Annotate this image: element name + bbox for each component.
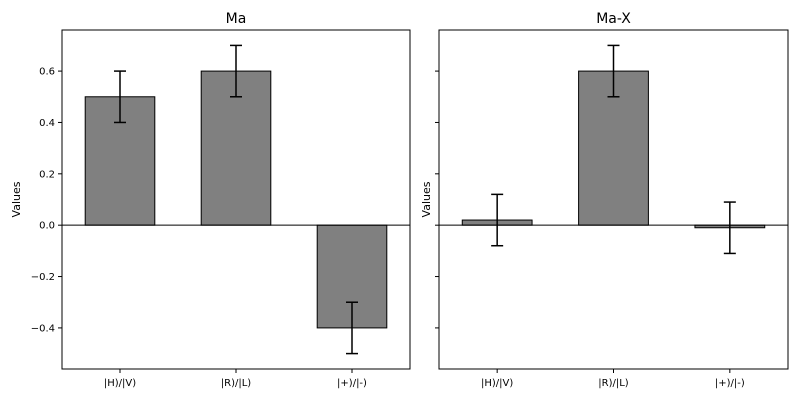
x-tick-label: |H)/|V) — [481, 378, 513, 389]
chart-panel-1: −0.4 −0.2 0.0 0.2 0.4 0.6 |H)/|V) |R)/|L) |+)/|-… — [10, 11, 411, 389]
y-tick-label: 0.4 — [39, 118, 55, 129]
error-bar-2 — [607, 44, 620, 98]
chart-panel-2: |H)/|V) |R)/|L) |+)/|-) Ma-X Values — [420, 11, 789, 389]
x-tick-label: |H)/|V) — [104, 378, 136, 389]
x-tick-label: |+)/|-) — [337, 378, 367, 389]
chart-title: Ma-X — [596, 11, 631, 27]
y-tick-label: −0.4 — [31, 323, 55, 334]
chart-title: Ma — [226, 11, 247, 27]
y-tick-label: 0.0 — [39, 221, 55, 232]
x-tick-label: |+)/|-) — [715, 378, 745, 389]
error-bar-3 — [346, 301, 358, 355]
error-bar-1 — [491, 193, 504, 247]
error-bar-2 — [230, 44, 242, 98]
y-tick-label: −0.2 — [31, 272, 55, 283]
x-tick-label: |R)/|L) — [221, 378, 252, 389]
error-bar-3 — [723, 201, 736, 255]
error-bar-1 — [114, 70, 126, 124]
y-tick-label: 0.2 — [39, 169, 55, 180]
y-axis-label: Values — [10, 181, 23, 217]
x-tick-label: |R)/|L) — [598, 378, 629, 389]
y-tick-label: 0.6 — [39, 67, 55, 78]
y-axis-label: Values — [420, 181, 433, 217]
